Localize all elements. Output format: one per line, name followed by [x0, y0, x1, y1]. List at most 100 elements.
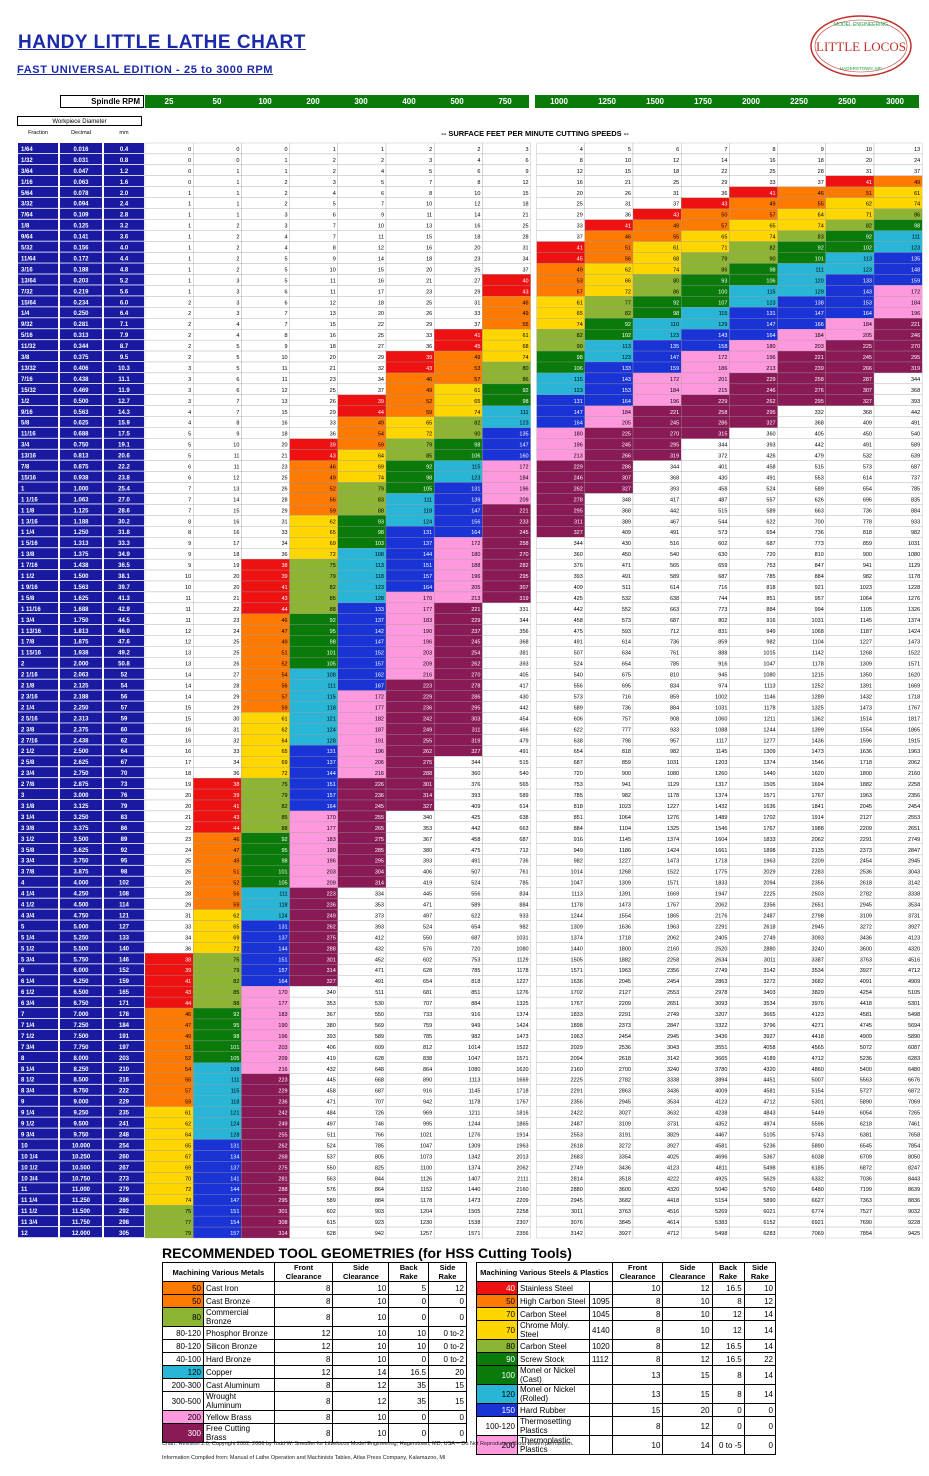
speed-value: 115 — [472, 465, 481, 471]
fraction-cell-bg — [18, 241, 58, 252]
speed-value: 2258 — [667, 957, 679, 963]
fraction-cell-bg — [18, 548, 58, 559]
rpm-header-cell: 2250 — [790, 97, 808, 106]
speed-value: 622 — [471, 913, 480, 919]
speed-value: 5 — [188, 443, 191, 449]
speed-value: 1309 — [571, 924, 583, 930]
speed-value: 20 — [185, 804, 191, 810]
speed-value: 7 — [285, 322, 288, 328]
speed-value: 245 — [375, 804, 384, 810]
speed-value: 102 — [863, 246, 872, 252]
speed-value: 368 — [863, 410, 872, 416]
speed-value: 205 — [863, 333, 872, 339]
decimal-cell: 0.469 — [73, 388, 89, 394]
speed-value: 18 — [673, 169, 679, 175]
speed-value: 285 — [375, 848, 384, 854]
speed-value: 43 — [673, 213, 679, 219]
speed-value: 1473 — [860, 705, 872, 711]
speed-value: 16 — [426, 246, 432, 252]
mm-cell-bg — [104, 876, 144, 887]
speed-value: 245 — [519, 530, 528, 536]
speed-value: 1546 — [715, 826, 727, 832]
speed-value: 295 — [375, 859, 384, 865]
speed-value: 1 — [188, 246, 191, 252]
speed-cell — [337, 142, 387, 155]
fraction-cell: 5 1/2 — [21, 946, 35, 952]
speed-value: 2258 — [908, 782, 920, 788]
speed-value: 1620 — [812, 771, 824, 777]
decimal-cell-bg — [60, 975, 102, 986]
geometry-fc: 8 — [611, 1294, 664, 1308]
speed-value: 0 — [236, 158, 239, 164]
speed-value: 1538 — [468, 1220, 480, 1226]
mm-cell-bg — [104, 613, 144, 624]
speed-cell — [144, 307, 194, 319]
speed-value: 393 — [375, 924, 384, 930]
mm-cell: 152 — [119, 968, 130, 974]
speed-value: 4 — [285, 235, 288, 241]
speed-value: 2127 — [860, 815, 872, 821]
speed-value: 847 — [815, 563, 824, 569]
mm-cell: 241 — [119, 1122, 130, 1128]
speed-value: 2945 — [619, 1100, 631, 1106]
speed-value: 3976 — [812, 1001, 824, 1007]
speed-value: 82 — [233, 979, 239, 985]
fraction-cell: 11/32 — [21, 344, 36, 350]
fraction-cell-bg — [18, 263, 58, 274]
decimal-cell-bg — [60, 843, 102, 854]
decimal-cell: 0.938 — [73, 475, 89, 481]
speed-value: 1031 — [715, 705, 727, 711]
speed-value: 20 — [378, 311, 384, 317]
speed-value: 37 — [474, 322, 480, 328]
speed-cell — [144, 515, 194, 527]
geometry-fc: 12 — [273, 1339, 334, 1353]
fraction-cell-bg — [18, 657, 58, 668]
decimal-cell: 0.281 — [73, 322, 89, 328]
speed-value: 123 — [519, 421, 528, 427]
speed-value: 152 — [375, 651, 384, 657]
speed-cell — [337, 164, 387, 176]
speed-value: 753 — [766, 563, 775, 569]
decimal-cell-bg — [60, 1128, 102, 1139]
speed-cell — [144, 219, 194, 231]
fraction-cell: 1 3/8 — [21, 552, 35, 558]
speed-value: 249 — [278, 1122, 287, 1128]
speed-value: 61 — [185, 1111, 191, 1117]
speed-value: 98 — [426, 475, 432, 481]
fraction-cell-bg — [18, 460, 58, 471]
geometry-sc: 12 — [332, 1378, 390, 1392]
speed-value: 360 — [766, 432, 775, 438]
speed-value: 810 — [670, 673, 679, 679]
speed-value: 442 — [471, 826, 480, 832]
mm-cell: 8.7 — [120, 344, 129, 350]
speed-value: 15 — [330, 322, 336, 328]
speed-value: 62 — [866, 202, 872, 208]
speed-value: 511 — [375, 990, 384, 996]
speed-value: 1694 — [812, 782, 824, 788]
speed-value: 785 — [670, 662, 679, 668]
geometry-br: 5 — [388, 1281, 430, 1295]
speed-cell — [241, 339, 290, 352]
speed-value: 1702 — [763, 815, 775, 821]
speed-value: 1554 — [619, 913, 631, 919]
speed-value: 5154 — [812, 1089, 824, 1095]
geometry-sc: 10 — [332, 1352, 390, 1366]
fraction-cell: 2 5/16 — [21, 716, 38, 722]
speed-value: 27 — [233, 673, 239, 679]
geometry-sr: 14 — [743, 1339, 777, 1353]
mm-cell-bg — [104, 1161, 144, 1172]
speed-value: 1 — [236, 202, 239, 208]
speed-value: 196 — [423, 640, 432, 646]
speed-value: 183 — [327, 837, 336, 843]
decimal-cell-bg — [60, 230, 102, 241]
speed-value: 25 — [378, 333, 384, 339]
speed-value: 726 — [375, 1111, 384, 1117]
speed-value: 530 — [375, 1001, 384, 1007]
speed-value: 2683 — [571, 1154, 583, 1160]
speed-value: 18 — [474, 235, 480, 241]
speed-value: 162 — [375, 673, 384, 679]
speed-value: 105 — [278, 881, 287, 887]
speed-value: 3093 — [812, 935, 824, 941]
speed-value: 5 — [285, 267, 288, 273]
speed-value: 4058 — [763, 1045, 775, 1051]
